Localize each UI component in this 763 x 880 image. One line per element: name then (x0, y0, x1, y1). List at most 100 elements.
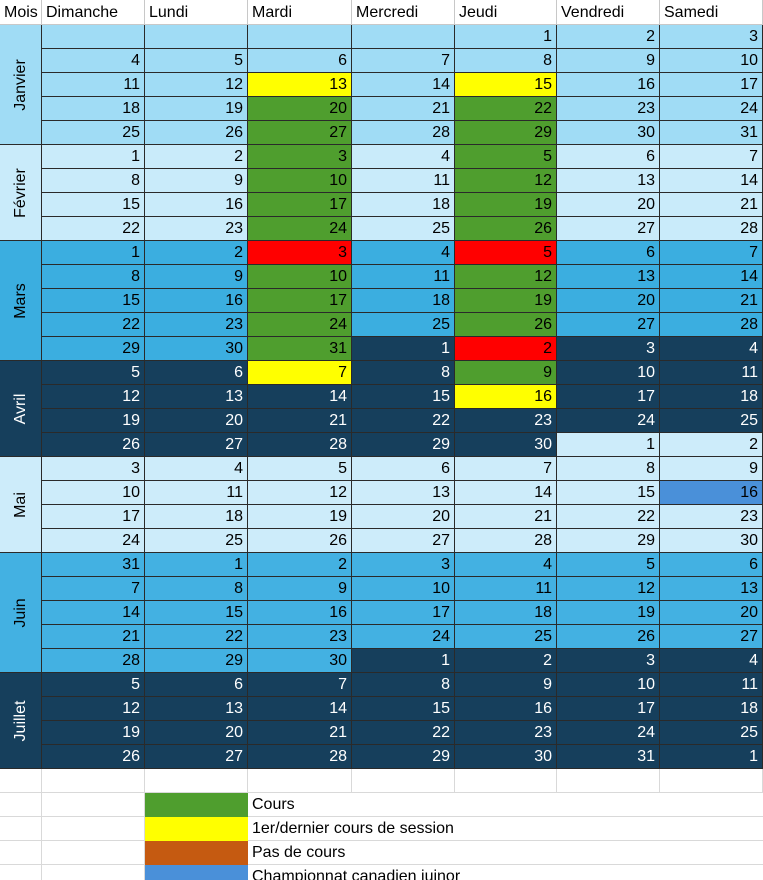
day-cell[interactable]: 14 (660, 265, 763, 289)
month-label-fevrier[interactable]: Février (0, 145, 42, 241)
day-cell[interactable] (145, 25, 248, 49)
day-cell[interactable]: 3 (248, 241, 352, 265)
day-cell[interactable]: 7 (660, 145, 763, 169)
column-header-day[interactable]: Mardi (248, 0, 352, 25)
day-cell[interactable]: 3 (660, 25, 763, 49)
day-cell[interactable]: 11 (660, 361, 763, 385)
day-cell[interactable] (42, 25, 145, 49)
day-cell[interactable]: 22 (42, 217, 145, 241)
month-label-juin[interactable]: Juin (0, 553, 42, 673)
empty-cell[interactable] (42, 841, 145, 865)
day-cell[interactable]: 26 (455, 313, 557, 337)
day-cell[interactable]: 23 (145, 313, 248, 337)
day-cell[interactable]: 24 (660, 97, 763, 121)
day-cell[interactable]: 24 (352, 625, 455, 649)
day-cell[interactable]: 8 (352, 361, 455, 385)
day-cell[interactable]: 1 (557, 433, 660, 457)
empty-cell[interactable] (455, 769, 557, 793)
day-cell[interactable]: 2 (145, 145, 248, 169)
column-header-day[interactable]: Vendredi (557, 0, 660, 25)
day-cell[interactable]: 28 (660, 217, 763, 241)
day-cell[interactable]: 3 (557, 337, 660, 361)
day-cell[interactable]: 24 (557, 721, 660, 745)
day-cell[interactable]: 20 (248, 97, 352, 121)
day-cell[interactable]: 27 (145, 745, 248, 769)
day-cell[interactable]: 9 (557, 49, 660, 73)
day-cell[interactable]: 11 (42, 73, 145, 97)
month-label-avril[interactable]: Avril (0, 361, 42, 457)
legend-swatch[interactable] (145, 793, 248, 817)
day-cell[interactable]: 18 (455, 601, 557, 625)
day-cell[interactable]: 6 (660, 553, 763, 577)
day-cell[interactable]: 21 (455, 505, 557, 529)
legend-swatch[interactable] (145, 865, 248, 880)
day-cell[interactable]: 17 (660, 73, 763, 97)
day-cell[interactable]: 4 (42, 49, 145, 73)
day-cell[interactable]: 18 (660, 697, 763, 721)
day-cell[interactable]: 31 (248, 337, 352, 361)
day-cell[interactable]: 21 (248, 409, 352, 433)
empty-cell[interactable] (660, 769, 763, 793)
empty-cell[interactable] (42, 793, 145, 817)
day-cell[interactable]: 18 (352, 289, 455, 313)
day-cell[interactable]: 17 (352, 601, 455, 625)
day-cell[interactable]: 10 (352, 577, 455, 601)
day-cell[interactable]: 6 (352, 457, 455, 481)
day-cell[interactable]: 4 (660, 649, 763, 673)
day-cell[interactable]: 25 (352, 313, 455, 337)
day-cell[interactable]: 16 (145, 289, 248, 313)
column-header-day[interactable]: Jeudi (455, 0, 557, 25)
day-cell[interactable]: 13 (145, 697, 248, 721)
month-label-mars[interactable]: Mars (0, 241, 42, 361)
day-cell[interactable]: 22 (557, 505, 660, 529)
day-cell[interactable]: 20 (145, 721, 248, 745)
day-cell[interactable]: 11 (145, 481, 248, 505)
day-cell[interactable]: 28 (248, 433, 352, 457)
day-cell[interactable]: 8 (42, 169, 145, 193)
day-cell[interactable] (248, 25, 352, 49)
day-cell[interactable]: 10 (42, 481, 145, 505)
day-cell[interactable]: 30 (455, 433, 557, 457)
empty-cell[interactable] (0, 793, 42, 817)
day-cell[interactable]: 11 (455, 577, 557, 601)
day-cell[interactable]: 5 (248, 457, 352, 481)
empty-cell[interactable] (352, 769, 455, 793)
legend-swatch[interactable] (145, 817, 248, 841)
day-cell[interactable]: 1 (352, 337, 455, 361)
day-cell[interactable]: 16 (455, 697, 557, 721)
day-cell[interactable]: 23 (145, 217, 248, 241)
day-cell[interactable]: 13 (557, 169, 660, 193)
day-cell[interactable]: 16 (145, 193, 248, 217)
day-cell[interactable]: 25 (352, 217, 455, 241)
day-cell[interactable]: 18 (42, 97, 145, 121)
day-cell[interactable]: 12 (248, 481, 352, 505)
day-cell[interactable]: 17 (42, 505, 145, 529)
day-cell[interactable]: 29 (352, 745, 455, 769)
day-cell[interactable]: 16 (557, 73, 660, 97)
day-cell[interactable]: 27 (145, 433, 248, 457)
day-cell[interactable]: 19 (455, 289, 557, 313)
day-cell[interactable]: 16 (660, 481, 763, 505)
month-label-mai[interactable]: Mai (0, 457, 42, 553)
day-cell[interactable]: 25 (660, 721, 763, 745)
day-cell[interactable]: 6 (145, 673, 248, 697)
day-cell[interactable]: 25 (42, 121, 145, 145)
day-cell[interactable]: 18 (660, 385, 763, 409)
day-cell[interactable]: 9 (455, 361, 557, 385)
day-cell[interactable]: 20 (352, 505, 455, 529)
day-cell[interactable]: 24 (248, 217, 352, 241)
day-cell[interactable]: 5 (557, 553, 660, 577)
day-cell[interactable]: 20 (145, 409, 248, 433)
day-cell[interactable]: 26 (42, 745, 145, 769)
day-cell[interactable]: 20 (557, 289, 660, 313)
day-cell[interactable]: 26 (248, 529, 352, 553)
day-cell[interactable]: 12 (455, 169, 557, 193)
day-cell[interactable]: 22 (145, 625, 248, 649)
day-cell[interactable]: 28 (42, 649, 145, 673)
day-cell[interactable]: 15 (145, 601, 248, 625)
day-cell[interactable]: 16 (248, 601, 352, 625)
day-cell[interactable]: 14 (42, 601, 145, 625)
day-cell[interactable]: 27 (557, 313, 660, 337)
day-cell[interactable]: 23 (660, 505, 763, 529)
day-cell[interactable]: 21 (248, 721, 352, 745)
